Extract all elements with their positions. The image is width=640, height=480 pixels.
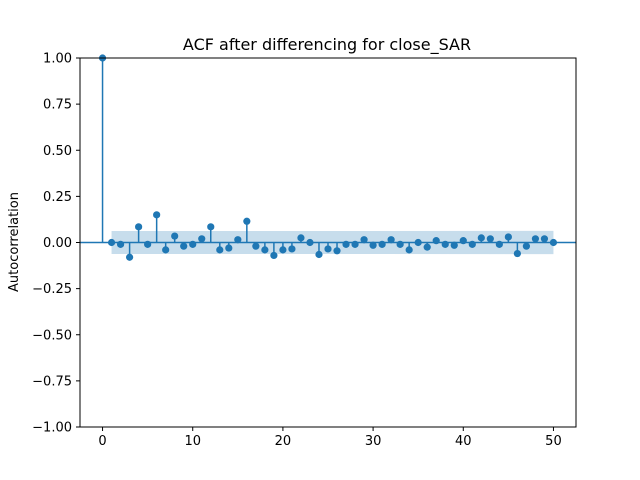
acf-point: [107, 238, 116, 247]
acf-point: [288, 245, 296, 253]
acf-point: [531, 235, 540, 243]
acf-point: [423, 243, 431, 251]
acf-point: [450, 241, 458, 249]
acf-point: [126, 253, 134, 261]
y-tick-label: 0.25: [43, 190, 72, 205]
y-axis-label: Autocorrelation: [7, 192, 22, 292]
acf-point: [162, 246, 170, 254]
acf-point: [360, 236, 368, 244]
x-tick-label: 0: [98, 434, 106, 449]
acf-point: [459, 237, 467, 245]
acf-point: [234, 236, 242, 244]
x-tick-label: 50: [545, 434, 562, 449]
acf-point: [351, 240, 359, 248]
y-tick-label: −0.75: [32, 374, 72, 389]
acf-point: [297, 234, 305, 242]
acf-point: [324, 245, 332, 253]
y-tick-label: 0.50: [43, 144, 72, 159]
acf-point: [180, 242, 188, 250]
x-tick-label: 10: [184, 434, 201, 449]
acf-point: [216, 246, 224, 254]
acf-point: [522, 242, 531, 250]
acf-point: [279, 246, 287, 254]
acf-point: [144, 240, 152, 248]
acf-point: [270, 251, 278, 260]
acf-point: [342, 240, 350, 248]
acf-point: [189, 240, 197, 248]
acf-point: [116, 240, 125, 248]
acf-point: [387, 236, 395, 244]
acf-point: [225, 244, 233, 252]
acf-point: [243, 217, 251, 225]
x-tick-label: 20: [275, 434, 292, 449]
x-tick-label: 30: [365, 434, 382, 449]
acf-point: [486, 235, 494, 243]
acf-point: [513, 249, 521, 258]
chart-title: ACF after differencing for close_SAR: [183, 35, 471, 55]
acf-point: [252, 242, 260, 250]
acf-point: [441, 240, 449, 248]
acf-point: [135, 223, 143, 231]
acf-point: [549, 238, 558, 247]
acf-point: [432, 237, 440, 245]
y-tick-label: 1.00: [43, 52, 72, 67]
x-axis-ticks: 0 10 20 30 40 50: [98, 427, 562, 449]
acf-point: [315, 250, 323, 259]
acf-point: [261, 246, 269, 254]
acf-point: [306, 238, 314, 247]
acf-point: [396, 240, 404, 248]
y-tick-label: −1.00: [32, 421, 72, 436]
acf-point: [495, 240, 503, 248]
acf-point: [504, 233, 512, 241]
acf-point: [207, 223, 215, 231]
acf-point: [540, 235, 549, 243]
stem-layer: [101, 58, 546, 258]
acf-point: [369, 241, 377, 249]
acf-point: [171, 232, 179, 240]
acf-point: [414, 238, 422, 247]
y-tick-label: −0.50: [32, 328, 72, 343]
marker-layer: [98, 54, 558, 261]
acf-point: [405, 246, 413, 254]
acf-point: [153, 211, 161, 219]
x-tick-label: 40: [455, 434, 472, 449]
acf-point: [333, 247, 341, 255]
y-tick-label: −0.25: [32, 282, 72, 297]
acf-point: [198, 235, 206, 243]
y-tick-label: 0.75: [43, 98, 72, 113]
acf-point: [468, 240, 476, 248]
acf-point: [477, 234, 485, 242]
y-axis-ticks: 1.00 0.75 0.50 0.25 0.00 −0.25 −0.50 −0.75 −1.00: [32, 52, 80, 436]
y-tick-label: 0.00: [43, 236, 72, 251]
acf-point: [378, 240, 386, 248]
